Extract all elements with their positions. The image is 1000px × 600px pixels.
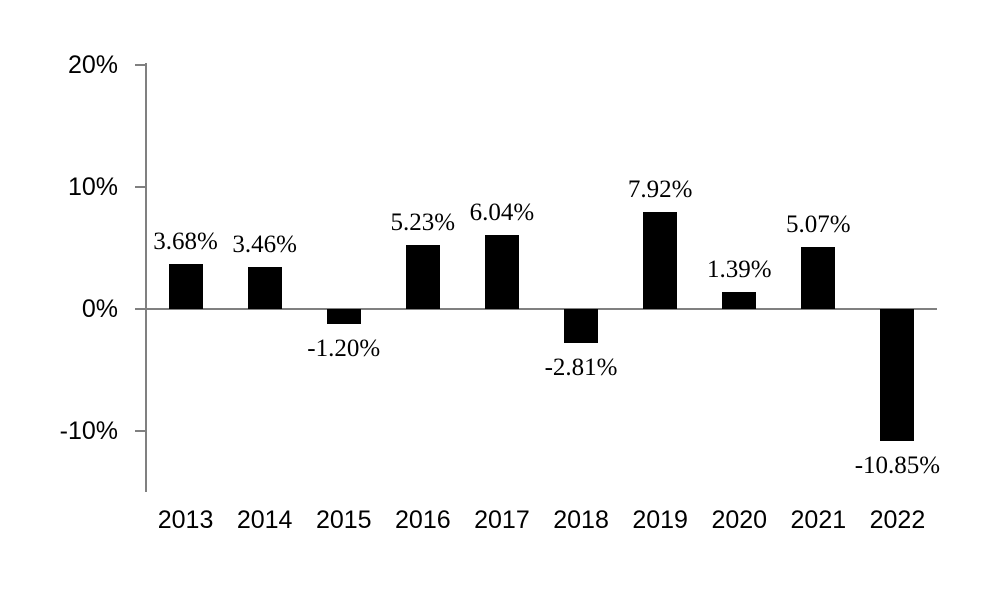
y-axis-line [145, 63, 147, 492]
bar-value-label: -2.81% [544, 354, 618, 382]
bar-value-label: -10.85% [854, 452, 941, 480]
bar-2013 [168, 264, 203, 309]
bar-2020 [722, 292, 757, 309]
x-tick-label-2014: 2014 [236, 506, 293, 534]
bar-value-label: 6.04% [469, 199, 535, 227]
y-tick-mark [135, 64, 145, 66]
bar-value-label: 5.23% [390, 209, 456, 237]
bar-2022 [880, 309, 915, 442]
x-tick-label-2017: 2017 [474, 506, 530, 534]
bar-2017 [484, 235, 519, 309]
y-tick-mark [135, 186, 145, 188]
x-tick-label-2020: 2020 [711, 506, 768, 534]
x-tick-label-2013: 2013 [157, 506, 214, 534]
y-tick-label: 20% [67, 51, 118, 79]
bar-value-label: 3.46% [232, 230, 297, 258]
bar-2021 [801, 247, 836, 309]
x-tick-label-2015: 2015 [315, 506, 372, 534]
x-tick-label-2018: 2018 [553, 506, 609, 534]
x-tick-label-2019: 2019 [632, 506, 688, 534]
bar-2019 [643, 212, 678, 309]
bar-2018 [564, 309, 599, 344]
bar-value-label: 3.68% [153, 228, 218, 256]
bar-value-label: -1.20% [307, 334, 381, 362]
y-tick-label: 10% [67, 173, 118, 201]
bar-2016 [405, 245, 440, 309]
x-tick-label-2022: 2022 [869, 506, 926, 534]
bar-value-label: 1.39% [706, 256, 772, 284]
x-tick-label-2021: 2021 [790, 506, 847, 534]
y-tick-label: 0% [81, 295, 118, 323]
bar-2014 [247, 266, 282, 309]
y-tick-mark [135, 430, 145, 432]
y-tick-label: -10% [59, 417, 118, 445]
x-axis-zero-line [146, 308, 937, 310]
bar-value-label: 7.92% [627, 176, 693, 204]
y-tick-mark [135, 308, 145, 310]
bar-value-label: 5.07% [786, 211, 851, 239]
bar-2015 [326, 309, 361, 324]
x-tick-label-2016: 2016 [395, 506, 451, 534]
